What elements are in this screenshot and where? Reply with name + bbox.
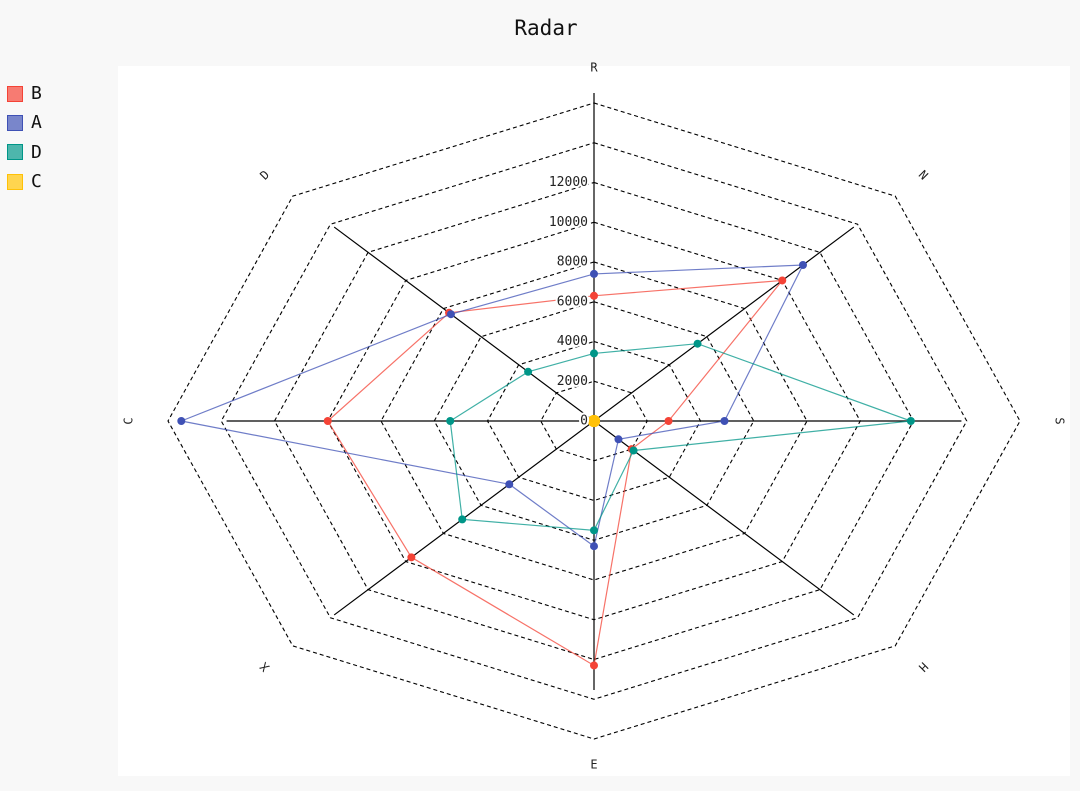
series-point-D-H [629, 446, 638, 455]
legend-swatch [7, 85, 23, 102]
series-point-B-R [590, 291, 598, 300]
series-point-B-X [407, 553, 416, 562]
series-point-D-N [693, 339, 702, 348]
series-point-D-D [524, 367, 533, 376]
axis-label-C: C [121, 417, 135, 424]
legend-label: A [31, 112, 42, 134]
series-point-A-X [505, 480, 514, 489]
legend-label: B [31, 83, 42, 105]
grid-ring [273, 181, 915, 661]
tick-label: 0 [580, 414, 588, 429]
legend-swatch [7, 173, 23, 190]
grid-ring [220, 142, 968, 700]
legend-item-B[interactable]: B [7, 79, 42, 108]
axis-label-E: E [590, 758, 597, 772]
axis-label-X: X [257, 659, 273, 675]
series-layer [177, 261, 915, 670]
series-point-D-E [590, 526, 598, 535]
grid-ring [167, 102, 1021, 740]
legend-item-C[interactable]: C [7, 167, 42, 196]
series-line-D [449, 343, 912, 531]
chart-title: Radar [514, 16, 578, 40]
axis-label-S: S [1053, 417, 1067, 424]
legend-item-A[interactable]: A [7, 108, 42, 137]
axis-label-H: H [916, 659, 931, 674]
tick-label: 2000 [557, 374, 588, 389]
legend-label: D [31, 141, 42, 163]
series-point-A-N [798, 261, 807, 270]
series-point-A-E [590, 542, 598, 551]
series-point-B-E [590, 661, 598, 670]
tick-label: 4000 [557, 334, 588, 349]
axis-label-R: R [590, 61, 598, 75]
series-point-D-S [906, 417, 915, 425]
legend-label: C [31, 171, 42, 193]
tick-label: 6000 [557, 294, 588, 309]
legend-swatch [7, 144, 23, 161]
axis-label-N: N [916, 168, 931, 183]
series-point-A-S [720, 417, 729, 425]
series-point-A-H [614, 435, 623, 444]
series-point-D-R [590, 349, 598, 358]
tick-label: 10000 [549, 215, 588, 230]
grid-ring [486, 340, 702, 502]
series-point-A-C [177, 417, 186, 425]
series-point-B-C [323, 417, 332, 425]
tick-label: 12000 [549, 175, 588, 190]
legend-swatch [7, 114, 23, 131]
series-point-B-S [664, 417, 673, 425]
series-point-C-D [588, 415, 600, 427]
series-point-B-N [778, 276, 787, 285]
legend-item-D[interactable]: D [7, 138, 42, 167]
series-point-A-D [446, 310, 455, 319]
series-point-D-X [458, 515, 467, 524]
series-point-D-C [446, 417, 455, 425]
tick-label: 8000 [557, 255, 588, 270]
series-point-A-R [590, 269, 598, 278]
axis-label-D: D [257, 168, 272, 183]
